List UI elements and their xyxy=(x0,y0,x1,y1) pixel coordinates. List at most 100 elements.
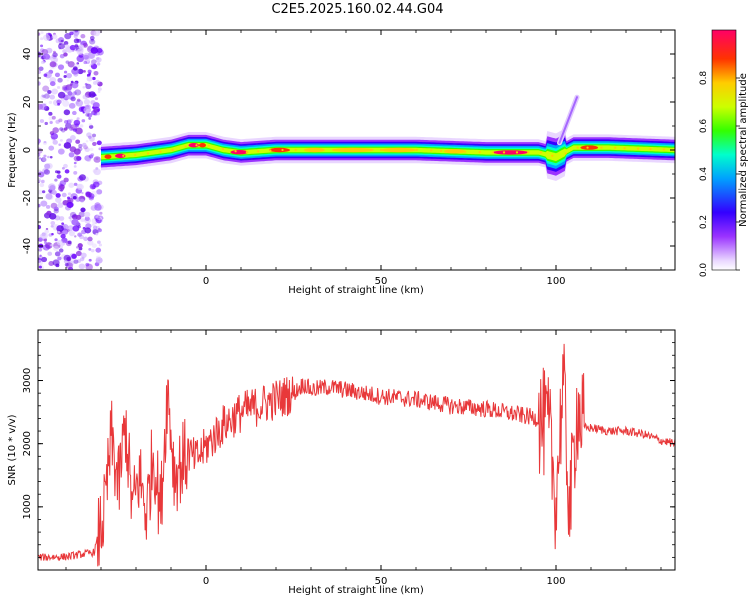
noise-speck xyxy=(75,197,81,202)
noise-speck xyxy=(63,74,67,78)
noise-speck xyxy=(83,60,88,65)
noise-speck xyxy=(59,127,64,131)
hotspot-dot xyxy=(564,152,567,155)
noise-speck xyxy=(63,70,68,74)
noise-speck xyxy=(60,189,63,192)
noise-speck xyxy=(44,71,52,79)
noise-speck xyxy=(82,142,87,147)
noise-speck xyxy=(67,91,73,96)
noise-speck xyxy=(60,233,66,239)
noise-speck xyxy=(59,139,63,142)
hotspot-dot xyxy=(430,149,433,152)
noise-speck xyxy=(76,117,80,121)
noise-speck xyxy=(40,179,45,184)
noise-speck xyxy=(73,161,77,165)
spectral-band-layer xyxy=(101,143,675,162)
noise-speck xyxy=(45,193,53,200)
noise-speck xyxy=(90,38,94,42)
noise-speck xyxy=(92,181,100,188)
noise-speck xyxy=(91,133,97,138)
hotspot-dot xyxy=(576,146,579,149)
spectrogram-plot-area xyxy=(38,30,675,270)
noise-speck xyxy=(94,97,99,101)
noise-speck xyxy=(57,77,63,83)
noise-speck xyxy=(87,236,93,242)
noise-speck xyxy=(44,229,50,234)
hotspot-dot xyxy=(245,151,248,154)
colorbar-label: Normalized spectral amplitude xyxy=(738,73,749,227)
noise-speck xyxy=(38,265,42,269)
noise-speck xyxy=(78,174,86,181)
noise-speck xyxy=(73,155,81,162)
noise-speck xyxy=(73,171,78,175)
noise-speck xyxy=(79,124,84,128)
noise-speck xyxy=(89,147,94,152)
noise-speck xyxy=(67,196,71,200)
hotspot xyxy=(230,149,248,155)
noise-speck xyxy=(76,98,81,102)
noise-speck xyxy=(73,148,81,155)
noise-speck xyxy=(38,66,44,71)
noise-speck xyxy=(75,99,84,107)
noise-speck xyxy=(97,87,102,91)
noise-speck xyxy=(84,211,91,218)
noise-speck xyxy=(77,68,84,75)
noise-speck xyxy=(74,235,77,238)
noise-speck xyxy=(42,244,50,251)
noise-speck xyxy=(90,47,99,54)
hotspot-dot xyxy=(269,149,272,152)
noise-speck xyxy=(66,229,70,232)
hotspot-dot xyxy=(586,146,589,149)
noise-speck xyxy=(92,76,96,81)
noise-speck xyxy=(63,259,68,264)
noise-speck xyxy=(56,225,64,232)
noise-speck xyxy=(96,62,101,66)
noise-speck xyxy=(48,183,56,191)
noise-speck xyxy=(42,157,48,162)
noise-speck xyxy=(48,116,54,121)
hotspot-dot xyxy=(234,150,237,153)
hotspot-dot xyxy=(159,150,162,153)
snr-frame xyxy=(37,329,676,571)
noise-speck xyxy=(49,61,57,68)
hotspot-dot xyxy=(146,152,150,155)
noise-speck xyxy=(61,222,65,225)
noise-speck xyxy=(88,72,92,75)
colorbar-frame xyxy=(711,29,737,271)
noise-speck xyxy=(42,85,50,92)
hotspot-dot xyxy=(294,148,297,152)
snr-plot-area xyxy=(38,343,675,567)
noise-speck xyxy=(80,218,85,223)
band-hotspots xyxy=(104,143,675,159)
noise-speck xyxy=(46,47,53,54)
noise-speck xyxy=(85,59,88,62)
noise-speck xyxy=(63,86,68,91)
noise-speck xyxy=(41,94,45,98)
noise-speck xyxy=(72,66,78,71)
noise-speck xyxy=(77,232,83,237)
noise-speck xyxy=(38,237,43,242)
colorbar-gradient xyxy=(712,30,736,270)
noise-speck xyxy=(78,143,83,148)
y-tick-label: -40 xyxy=(22,238,33,254)
x-tick-label: 100 xyxy=(546,576,565,587)
noise-speck xyxy=(41,190,46,194)
noise-speck xyxy=(80,207,86,213)
noise-speck xyxy=(47,90,52,95)
noise-speck xyxy=(75,214,82,220)
hotspot-dot xyxy=(464,150,467,153)
noise-speck xyxy=(64,32,72,40)
noise-speck xyxy=(63,177,69,183)
noise-speck xyxy=(56,86,61,89)
hotspot-dot xyxy=(320,148,323,152)
noise-speck xyxy=(38,189,43,195)
noise-speck xyxy=(50,133,59,140)
noise-speck xyxy=(99,211,103,215)
noise-speck xyxy=(66,79,69,82)
spectrogram-y-axis-label: Frequency (Hz) xyxy=(7,112,18,188)
y-tick-label: 20 xyxy=(22,96,33,109)
noise-speck xyxy=(78,106,85,113)
noise-speck xyxy=(93,70,99,76)
colorbar-tick-label: 0.0 xyxy=(699,263,709,278)
noise-speck xyxy=(87,69,92,74)
